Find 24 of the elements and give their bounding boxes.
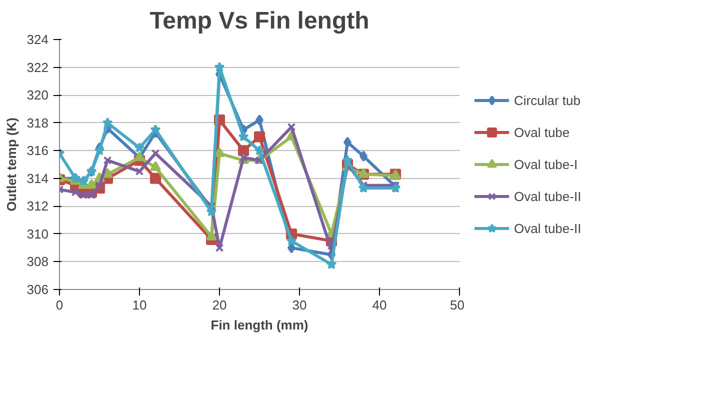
- legend-label: Oval tube: [514, 124, 570, 140]
- legend-label: Circular tub: [514, 92, 580, 108]
- y-tick-label: 310: [26, 226, 49, 242]
- x-axis-title: Fin length (mm): [210, 318, 308, 332]
- x-tick-label: 50: [450, 298, 465, 312]
- y-tick-label: 306: [26, 282, 49, 297]
- legend-label: Oval tube-II: [514, 220, 582, 236]
- x-tick-label: 10: [132, 298, 147, 312]
- x-tick-label: 30: [292, 298, 307, 312]
- y-tick-label: 308: [26, 254, 49, 270]
- x-tick-label: 40: [372, 298, 387, 312]
- chart-title: Temp Vs Fin length: [150, 8, 370, 34]
- x-tick-label: 20: [212, 298, 227, 312]
- y-tick-label: 316: [26, 143, 49, 158]
- legend-label: Oval tube-I: [514, 156, 578, 172]
- y-tick-label: 322: [26, 60, 49, 75]
- y-axis-title: Outlet temp (K): [4, 118, 19, 212]
- y-tick-label: 324: [26, 32, 49, 47]
- legend-label: Oval tube-II: [514, 188, 582, 204]
- y-tick-label: 314: [26, 170, 49, 186]
- y-tick-label: 318: [26, 115, 49, 130]
- y-tick-label: 312: [26, 198, 49, 214]
- x-tick-label: 0: [56, 298, 64, 312]
- y-tick-label: 320: [26, 88, 49, 103]
